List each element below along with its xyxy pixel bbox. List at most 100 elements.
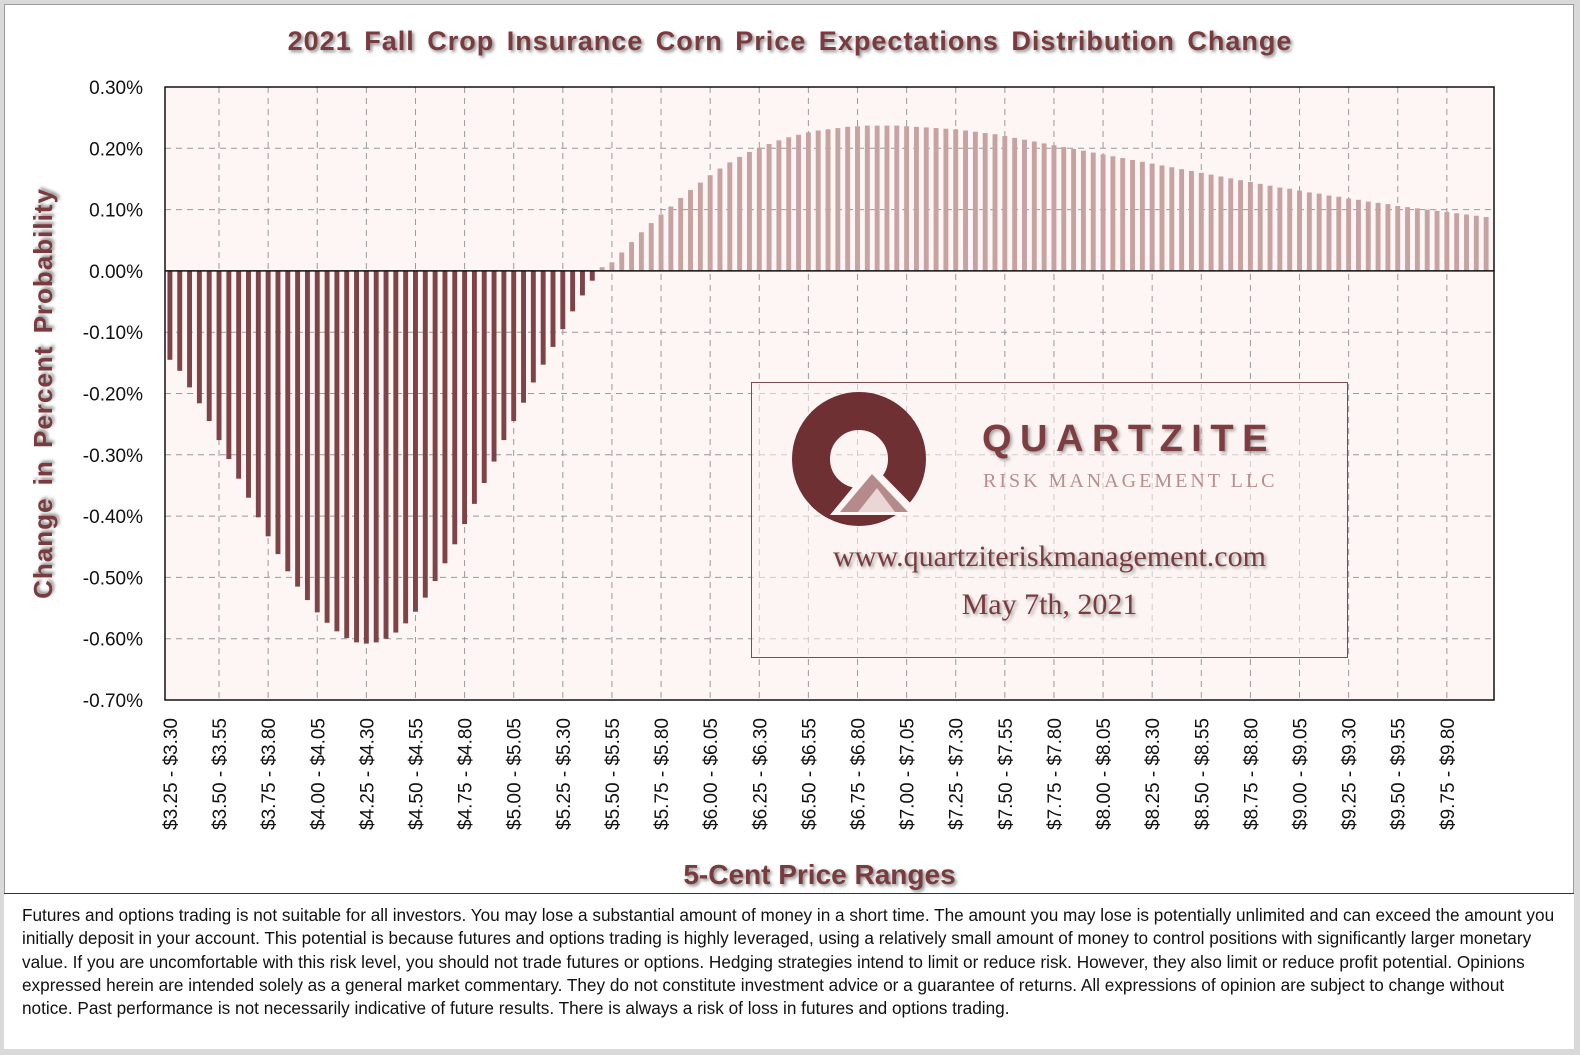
bar — [255, 270, 261, 518]
bar — [913, 126, 919, 271]
bar — [864, 125, 870, 271]
bar — [746, 151, 752, 271]
bar — [413, 270, 418, 612]
bar — [638, 232, 644, 271]
bar — [403, 270, 409, 624]
bar — [1326, 195, 1332, 271]
x-tick-label: $9.75 - $9.80 — [1438, 718, 1459, 830]
bar — [1414, 208, 1420, 271]
bar — [805, 132, 811, 271]
bar — [275, 270, 281, 555]
bar — [609, 262, 615, 271]
y-axis-label: Change in Percent Probability — [28, 188, 58, 599]
x-tick-label: $7.75 - $7.80 — [1045, 718, 1066, 830]
bar — [697, 182, 703, 271]
bar — [589, 270, 595, 281]
bar — [737, 156, 743, 271]
bar — [1336, 196, 1342, 271]
x-tick-label: $4.00 - $4.05 — [308, 718, 329, 830]
x-tick-label: $6.00 - $6.05 — [701, 718, 722, 830]
bar — [324, 270, 330, 623]
x-tick-label: $8.50 - $8.55 — [1192, 718, 1213, 830]
bar — [982, 132, 988, 271]
y-tick-label: 0.20% — [89, 139, 143, 160]
bar — [1287, 188, 1293, 271]
bar — [344, 270, 350, 639]
bar — [1159, 165, 1165, 271]
bar — [953, 129, 959, 271]
y-tick-label: 0.30% — [89, 78, 143, 99]
bar — [265, 270, 271, 537]
bar — [1434, 210, 1440, 271]
bar — [1454, 213, 1460, 271]
bar — [845, 126, 851, 271]
bar — [1139, 161, 1145, 271]
bar — [177, 270, 183, 371]
bar — [1483, 216, 1489, 271]
bar — [756, 147, 762, 271]
bar — [1297, 190, 1302, 271]
x-tick-label: $6.75 - $6.80 — [848, 718, 869, 830]
disclaimer-text: Futures and options trading is not suita… — [22, 905, 1555, 1019]
y-tick-label: -0.60% — [83, 630, 143, 651]
chart-title: 2021 Fall Crop Insurance Corn Price Expe… — [287, 26, 1293, 56]
bar — [835, 128, 841, 271]
y-tick-label: -0.70% — [83, 691, 143, 712]
bar — [855, 126, 860, 271]
bar — [334, 270, 340, 632]
bar — [904, 126, 910, 271]
x-tick-label: $9.00 - $9.05 — [1291, 718, 1312, 830]
bar — [216, 270, 222, 441]
bar — [226, 270, 232, 460]
bar — [1473, 215, 1479, 271]
x-tick-label: $9.25 - $9.30 — [1340, 718, 1361, 830]
bar — [1012, 137, 1018, 271]
bar — [894, 125, 900, 271]
y-tick-labels: 0.30% 0.20% 0.10% 0.00% -0.10% -0.20% -0.30% -0… — [83, 78, 143, 712]
bar — [678, 197, 684, 271]
x-tick-label: $6.25 - $6.30 — [750, 718, 771, 830]
bar — [992, 134, 998, 271]
bar — [550, 270, 556, 347]
bar — [1031, 141, 1037, 271]
bar — [933, 128, 939, 271]
bar — [1346, 198, 1352, 271]
bar — [540, 270, 546, 365]
bar — [1110, 156, 1116, 271]
bar — [1238, 180, 1244, 271]
bar — [1385, 204, 1391, 271]
x-tick-label: $7.00 - $7.05 — [898, 718, 919, 830]
bar — [1120, 158, 1126, 271]
bar — [580, 270, 585, 296]
bar — [1149, 163, 1155, 271]
x-tick-label: $3.75 - $3.80 — [259, 718, 280, 830]
watermark-subtitle: RISK MANAGEMENT LLC — [983, 470, 1278, 492]
bar — [786, 137, 792, 271]
x-tick-label: $4.75 - $4.80 — [456, 718, 477, 830]
bar — [972, 131, 978, 271]
bar — [766, 144, 772, 271]
bar — [314, 270, 320, 613]
bar — [187, 270, 193, 388]
bar — [304, 270, 310, 601]
bar — [530, 270, 536, 383]
bar — [1365, 201, 1371, 271]
x-tick-label: $3.50 - $3.55 — [210, 718, 231, 830]
bar — [196, 270, 202, 404]
x-axis-label: 5-Cent Price Ranges — [683, 859, 955, 890]
bar — [1071, 148, 1077, 271]
bar — [599, 267, 605, 271]
bar — [1424, 209, 1430, 271]
bar — [462, 270, 468, 525]
bar — [1002, 136, 1008, 271]
bar — [1061, 147, 1067, 271]
bar — [717, 168, 723, 271]
bar — [629, 242, 635, 271]
x-tick-label: $5.75 - $5.80 — [652, 718, 673, 830]
bar — [236, 270, 242, 479]
watermark-brand: QUARTZITE — [982, 418, 1276, 460]
plot-border — [164, 86, 1495, 701]
bar — [432, 270, 438, 582]
bar — [1375, 202, 1381, 271]
x-tick-label: $9.50 - $9.55 — [1389, 718, 1410, 830]
